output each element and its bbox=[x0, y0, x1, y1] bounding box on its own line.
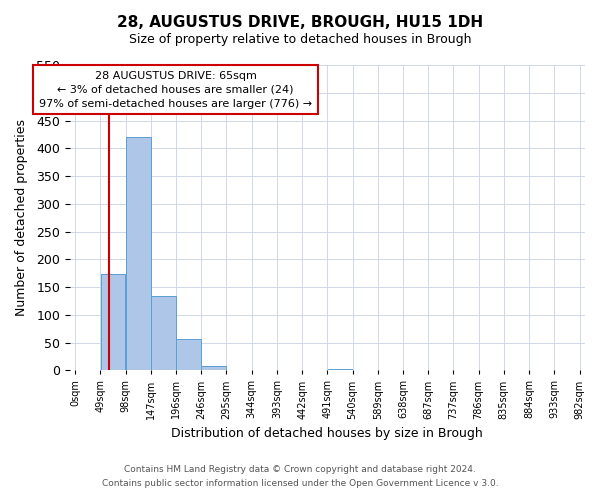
X-axis label: Distribution of detached houses by size in Brough: Distribution of detached houses by size … bbox=[172, 427, 483, 440]
Bar bbox=[151, 296, 176, 370]
Text: 28 AUGUSTUS DRIVE: 65sqm
← 3% of detached houses are smaller (24)
97% of semi-de: 28 AUGUSTUS DRIVE: 65sqm ← 3% of detache… bbox=[39, 70, 312, 108]
Bar bbox=[328, 369, 352, 370]
Bar bbox=[101, 274, 125, 370]
Y-axis label: Number of detached properties: Number of detached properties bbox=[15, 119, 28, 316]
Bar bbox=[126, 136, 151, 370]
Bar bbox=[176, 338, 201, 370]
Bar bbox=[202, 366, 226, 370]
Text: Size of property relative to detached houses in Brough: Size of property relative to detached ho… bbox=[129, 32, 471, 46]
Text: 28, AUGUSTUS DRIVE, BROUGH, HU15 1DH: 28, AUGUSTUS DRIVE, BROUGH, HU15 1DH bbox=[117, 15, 483, 30]
Text: Contains HM Land Registry data © Crown copyright and database right 2024.
Contai: Contains HM Land Registry data © Crown c… bbox=[101, 466, 499, 487]
